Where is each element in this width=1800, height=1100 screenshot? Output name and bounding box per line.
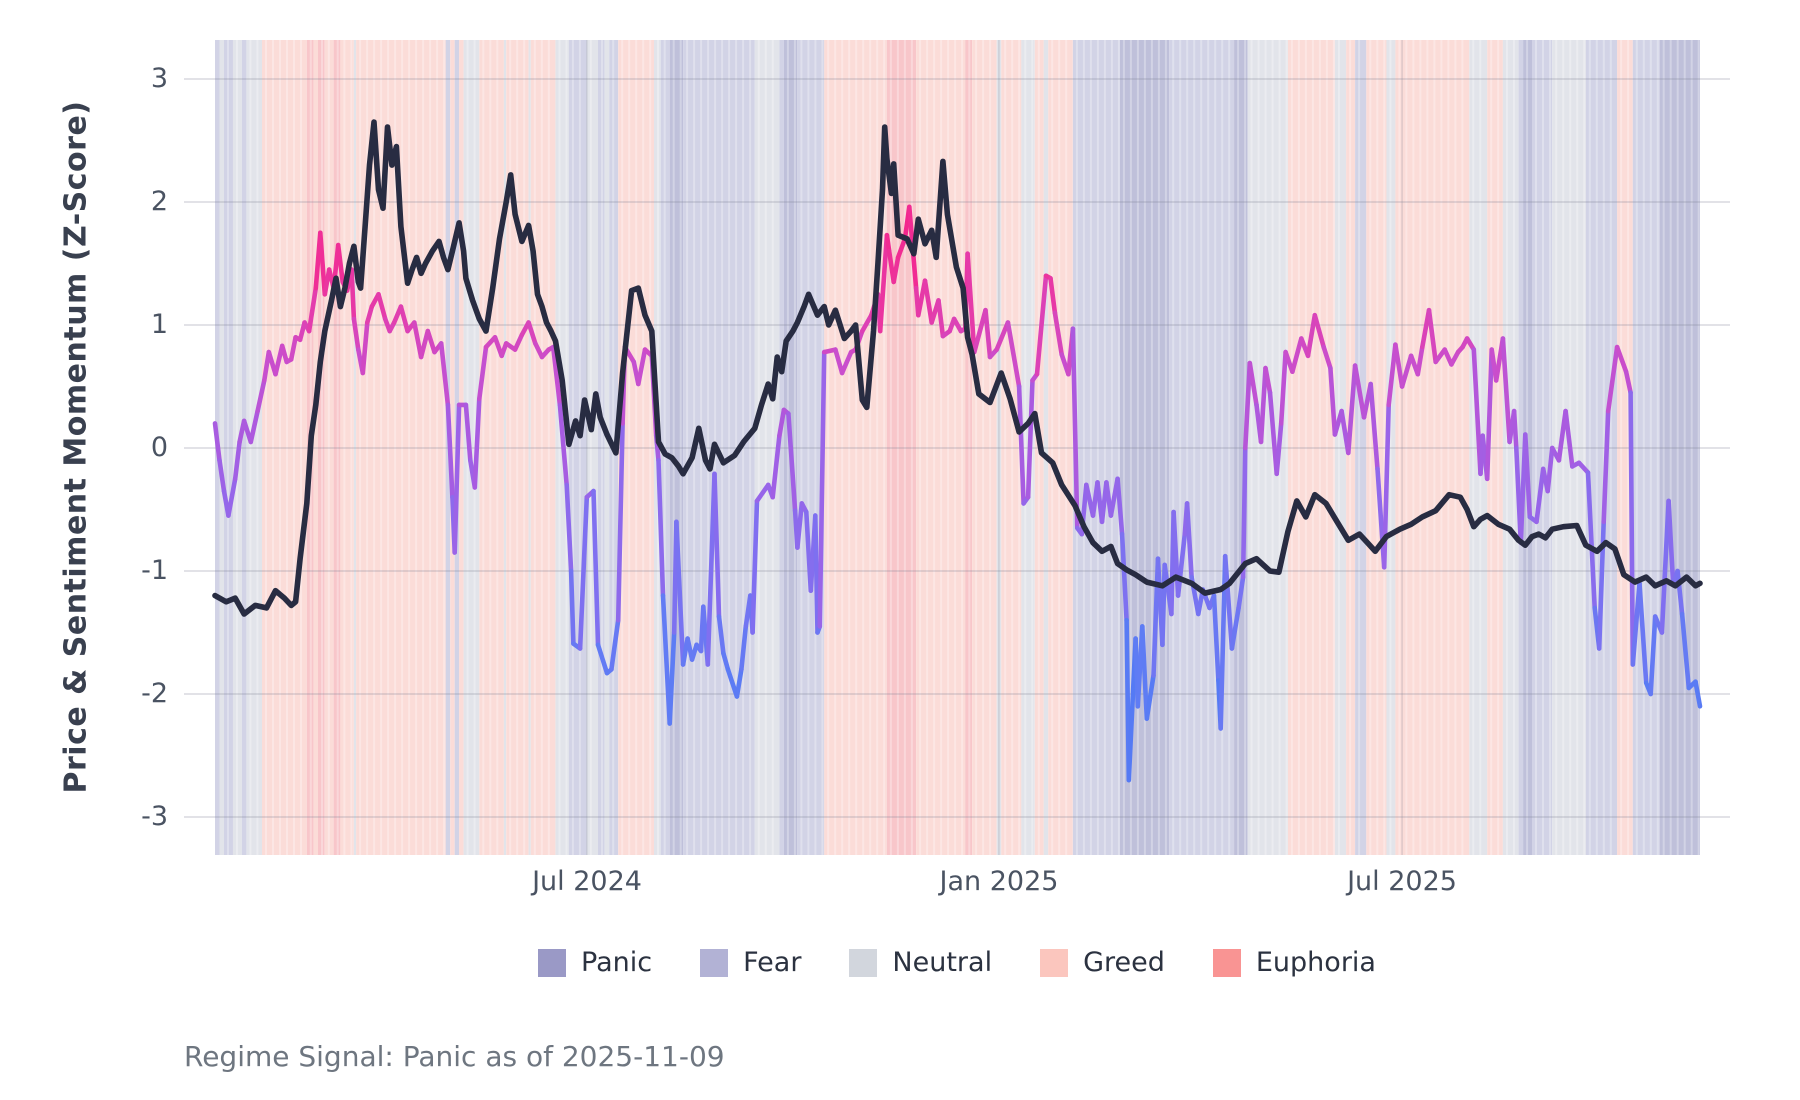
sentiment-momentum-line [212,204,1703,783]
regime-band-neutral [586,40,598,855]
legend-label-fear: Fear [743,947,802,978]
euphoria-swatch-icon [1212,949,1241,977]
regime-band-fear [1532,40,1553,855]
regime-band-euphoria [965,40,972,855]
regime-band-greed [972,40,997,855]
regime-band-fear [1632,40,1660,855]
legend-item-fear: Fear [700,948,801,978]
legend-item-greed: Greed [1040,948,1165,978]
regime-band-fear [568,40,587,855]
regime-band-greed [313,40,319,855]
regime-band-fear [1169,40,1235,855]
regime-band-fear [241,40,247,855]
regime-band-fear [1355,40,1367,855]
y-tick-neg1: -1 [141,555,168,586]
y-tick-neg2: -2 [141,678,168,709]
regime-band-neutral [1502,40,1519,855]
legend-item-panic: Panic [538,948,652,978]
regime-band-neutral [1334,40,1347,855]
panic-swatch-icon [538,949,567,977]
regime-band-neutral [1043,40,1049,855]
regime-signal-text: Regime Signal: Panic as of 2025-11-09 [184,1040,725,1073]
regime-legend: Panic Fear Neutral Greed Euphoria [184,948,1730,978]
regime-band-fear [1585,40,1618,855]
regime-band-greed [1617,40,1633,855]
price-momentum-line [212,119,1703,617]
x-tick-jul-2024: Jul 2024 [532,866,642,897]
fear-swatch-icon [700,949,729,977]
regime-band-fear [797,40,825,855]
regime-band-greed [1048,40,1073,855]
regime-band-fear [1518,40,1524,855]
regime-band-fear [779,40,784,855]
regime-band-neutral [353,40,357,855]
x-tick-jul-2025: Jul 2025 [1347,866,1457,897]
greed-swatch-icon [1040,949,1069,977]
regime-band-panic [1659,40,1700,855]
regime-band-neutral [503,40,507,855]
neutral-swatch-icon [849,949,878,977]
regime-band-greed [340,40,354,855]
regime-band-greed [1487,40,1503,855]
regime-band-fear [598,40,605,855]
regime-band-greed [324,40,334,855]
regime-band-euphoria [333,40,341,855]
regime-band-panic [1234,40,1248,855]
y-tick-0: 0 [150,432,168,463]
regime-band-greed [459,40,464,855]
regime-band-neutral [754,40,780,855]
regime-band-greed [262,40,307,855]
regime-band-greed [1001,40,1022,855]
y-tick-1: 1 [150,309,168,340]
regime-band-greed [1395,40,1470,855]
regime-band-fear [660,40,670,855]
regime-band-greed [530,40,556,855]
regime-band-neutral [219,40,224,855]
regime-band-neutral [528,40,531,855]
regime-band-greed [450,40,455,855]
y-axis-title: Price & Sentiment Momentum (Z-Score) [58,100,94,794]
x-tick-jan-2025: Jan 2025 [939,866,1059,897]
regime-band-neutral [604,40,610,855]
y-tick-3: 3 [150,63,168,94]
regime-band-greed [1287,40,1335,855]
legend-item-euphoria: Euphoria [1212,947,1376,978]
regime-band-fear [224,40,233,855]
legend-label-panic: Panic [581,947,653,978]
regime-band-neutral [1386,40,1396,855]
legend-label-greed: Greed [1083,947,1165,978]
regime-band-euphoria [318,40,325,855]
regime-band-fear [1072,40,1120,855]
regime-band-greed [824,40,887,855]
regime-band-neutral [996,40,1002,855]
legend-label-neutral: Neutral [892,947,993,978]
legend-item-neutral: Neutral [849,948,992,978]
regime-band-greed [479,40,504,855]
regime-band-neutral [246,40,263,855]
legend-label-euphoria: Euphoria [1255,947,1376,978]
y-tick-neg3: -3 [141,801,168,832]
y-tick-2: 2 [150,186,168,217]
